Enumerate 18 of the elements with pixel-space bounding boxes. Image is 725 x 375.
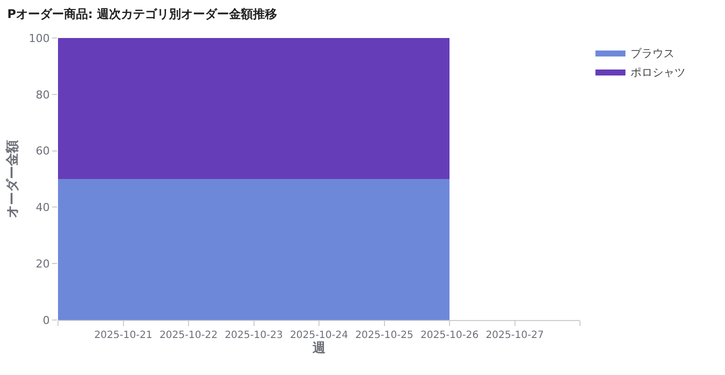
x-tick-label: 2025-10-26 xyxy=(420,330,479,341)
x-tick-label: 2025-10-23 xyxy=(224,330,283,341)
x-tick-label: 2025-10-24 xyxy=(290,330,348,341)
y-tick-label: 0 xyxy=(42,314,50,327)
x-axis-title: 週 xyxy=(312,341,326,356)
y-tick-label: 60 xyxy=(36,144,50,158)
y-axis-title: オーダー金額 xyxy=(4,140,21,218)
x-tick-label: 2025-10-22 xyxy=(159,330,218,341)
y-tick-label: 40 xyxy=(36,201,50,214)
y-tick-label: 100 xyxy=(28,32,50,45)
x-tick-label: 2025-10-27 xyxy=(486,330,544,341)
y-tick-label: 20 xyxy=(36,257,50,270)
legend-label: ブラウス xyxy=(630,46,674,60)
legend-label: ポロシャツ xyxy=(630,66,686,79)
chart-title: Pオーダー商品: 週次カテゴリ別オーダー金額推移 xyxy=(7,6,278,21)
x-tick-label: 2025-10-21 xyxy=(94,330,152,341)
y-tick-label: 80 xyxy=(36,88,50,102)
x-tick-label: 2025-10-25 xyxy=(355,330,414,341)
